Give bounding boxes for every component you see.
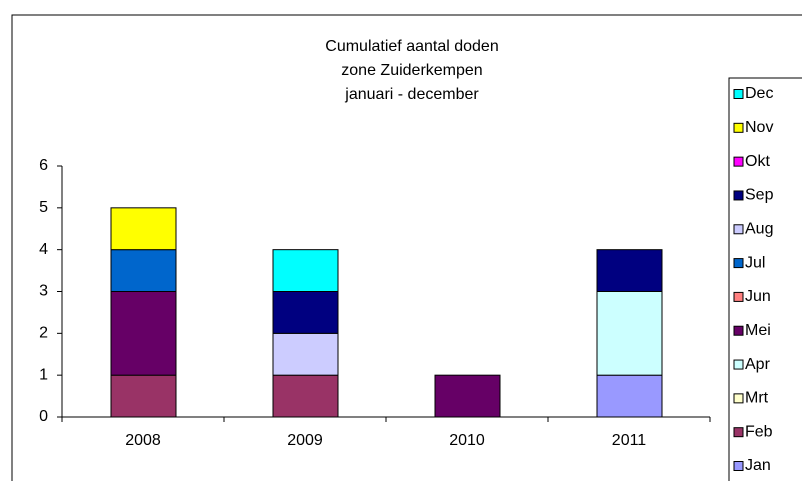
- legend-label: Mrt: [745, 390, 769, 407]
- legend-swatch: [733, 122, 744, 133]
- legend-box: [728, 77, 802, 481]
- y-tick-label: 0: [39, 408, 48, 425]
- legend-swatch: [733, 156, 744, 167]
- y-tick-label: 2: [39, 325, 48, 342]
- bar: [596, 249, 663, 293]
- bar: [110, 291, 177, 376]
- bar: [434, 374, 501, 418]
- bar: [596, 374, 663, 418]
- bar: [110, 207, 177, 251]
- legend-label: Apr: [745, 356, 771, 373]
- chart-title: januari - december: [344, 86, 479, 103]
- x-tick-label: 2008: [125, 432, 161, 449]
- legend-swatch: [733, 393, 744, 404]
- chart-title: zone Zuiderkempen: [341, 62, 482, 79]
- legend-label: Jun: [745, 288, 771, 305]
- legend-swatch: [733, 291, 744, 302]
- bar: [110, 374, 177, 418]
- legend-swatch: [733, 190, 744, 201]
- bar: [272, 374, 339, 418]
- y-tick-label: 5: [39, 199, 48, 216]
- legend-label: Mei: [745, 322, 771, 339]
- legend-swatch: [733, 224, 744, 235]
- bar: [272, 249, 339, 293]
- legend-swatch: [733, 427, 744, 438]
- legend-label: Okt: [745, 153, 770, 170]
- legend-label: Aug: [745, 220, 773, 237]
- legend-label: Dec: [745, 85, 773, 102]
- x-tick-label: 2011: [612, 432, 647, 449]
- bar: [596, 291, 663, 376]
- legend-swatch: [733, 359, 744, 370]
- legend-swatch: [733, 89, 744, 99]
- legend-label: Jan: [745, 457, 771, 474]
- y-tick-label: 3: [39, 283, 48, 300]
- x-tick-label: 2010: [449, 432, 485, 449]
- legend-label: Sep: [745, 187, 774, 204]
- bar: [110, 249, 177, 293]
- legend-swatch: [733, 325, 744, 336]
- x-tick-label: 2009: [287, 432, 323, 449]
- y-tick-label: 4: [39, 241, 48, 258]
- y-tick-label: 6: [39, 157, 48, 174]
- legend-label: Feb: [745, 423, 773, 440]
- legend-label: Jul: [745, 254, 765, 271]
- legend-swatch: [733, 258, 744, 269]
- bar: [272, 332, 339, 376]
- y-tick-label: 1: [39, 366, 48, 383]
- legend-swatch: [733, 461, 744, 471]
- chart-title: Cumulatief aantal doden: [325, 38, 498, 55]
- bar: [272, 291, 339, 334]
- legend-label: Nov: [745, 119, 773, 136]
